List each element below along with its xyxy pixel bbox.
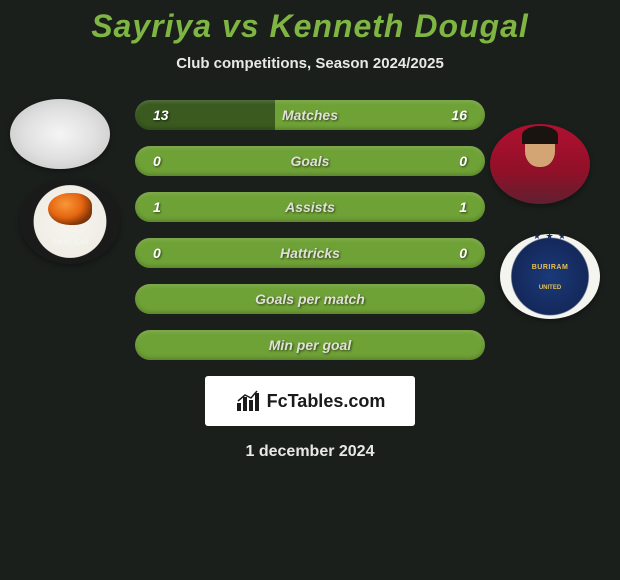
stat-right-value: 0 [459,245,467,261]
chart-icon [235,389,263,413]
stat-label: Matches [282,107,338,123]
stat-right-value: 1 [459,199,467,215]
stat-left-value: 0 [153,245,161,261]
stat-label: Goals per match [255,291,365,307]
stat-label: Hattricks [280,245,340,261]
club-logo-right: UNITED [500,234,600,319]
stat-right-value: 16 [451,107,467,123]
stat-label: Min per goal [269,337,351,353]
stat-left-value: 0 [153,153,161,169]
player-photo-left [10,99,110,169]
club-name-left: Swat Cat [51,237,89,246]
watermark-badge: FcTables.com [205,376,415,426]
stat-left-value: 1 [153,199,161,215]
player-photo-right [490,124,590,204]
watermark-text: FcTables.com [267,391,386,412]
stat-left-value: 13 [153,107,169,123]
stat-label: Goals [291,153,330,169]
stat-row-matches: 13 Matches 16 [135,100,485,130]
stat-row-gpm: Goals per match [135,284,485,314]
stat-row-hattricks: 0 Hattricks 0 [135,238,485,268]
club-logo-left: Swat Cat [20,179,120,264]
club-name-right: UNITED [539,285,561,291]
stat-row-goals: 0 Goals 0 [135,146,485,176]
stat-row-mpg: Min per goal [135,330,485,360]
page-title: Sayriya vs Kenneth Dougal [0,8,620,45]
date-text: 1 december 2024 [0,443,620,461]
stat-right-value: 0 [459,153,467,169]
stat-label: Assists [285,199,335,215]
stat-row-assists: 1 Assists 1 [135,192,485,222]
page-subtitle: Club competitions, Season 2024/2025 [0,55,620,72]
